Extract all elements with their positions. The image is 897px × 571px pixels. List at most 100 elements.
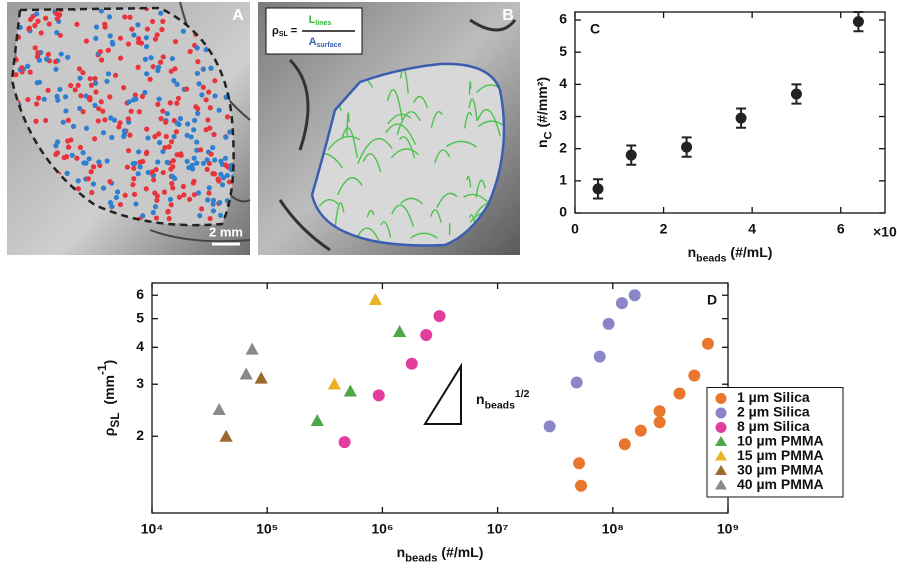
dot <box>77 105 83 112</box>
dot <box>208 151 214 157</box>
dot <box>164 111 170 117</box>
dot <box>186 196 193 202</box>
dot <box>198 206 205 212</box>
dot <box>131 176 137 182</box>
dot <box>43 56 50 62</box>
data-point <box>338 436 351 449</box>
dot <box>86 156 92 162</box>
crack-line <box>390 148 420 159</box>
dot <box>144 71 150 77</box>
dot <box>35 50 41 56</box>
dot <box>88 169 94 175</box>
dot <box>33 118 39 124</box>
dot <box>211 131 217 138</box>
dot <box>34 101 40 107</box>
dot <box>169 180 175 187</box>
label-part: beads <box>485 399 516 411</box>
dot <box>46 21 52 27</box>
dot <box>168 202 174 208</box>
data-point <box>615 297 628 310</box>
crack-line <box>409 232 438 239</box>
dot <box>57 32 63 38</box>
dot <box>193 104 199 110</box>
dot <box>163 133 169 140</box>
dot <box>98 99 104 105</box>
dot <box>100 108 106 114</box>
formula-lhs: ρSL = <box>272 25 297 38</box>
dot <box>97 48 103 55</box>
crack-line <box>413 95 429 109</box>
data-point <box>543 420 556 433</box>
crack-line <box>334 202 345 228</box>
crack-line <box>391 204 415 227</box>
dot <box>194 45 200 51</box>
scale-bar-label: 2 mm <box>209 224 243 239</box>
dot <box>204 157 210 163</box>
dot <box>203 97 209 103</box>
formula-symbol: L <box>309 14 316 26</box>
dot <box>192 117 198 124</box>
label-part: (mm <box>101 375 117 412</box>
data-point <box>618 438 631 451</box>
crack-line <box>362 153 382 173</box>
dot <box>210 208 217 214</box>
label-part: n <box>476 391 485 407</box>
y-tick-label: 5 <box>559 43 567 59</box>
y-tick-label: 4 <box>559 75 567 91</box>
dot <box>26 25 32 31</box>
dot <box>132 92 138 98</box>
dot <box>75 82 81 88</box>
dot <box>139 93 146 99</box>
dot <box>148 55 154 61</box>
dot <box>130 182 136 188</box>
dot <box>92 102 98 108</box>
dot <box>188 134 194 140</box>
legend-label: 8 µm Silica <box>737 418 810 434</box>
crack-line <box>477 108 501 137</box>
dot <box>115 189 121 195</box>
dot <box>200 160 207 166</box>
dot <box>199 92 205 98</box>
dot <box>215 176 221 182</box>
dot <box>210 197 217 203</box>
dot <box>184 158 190 165</box>
dot <box>100 185 107 191</box>
data-point <box>790 88 802 100</box>
crack-line <box>318 199 339 207</box>
data-point <box>310 413 324 426</box>
dot <box>166 215 172 222</box>
dot <box>208 65 214 71</box>
dot <box>130 97 137 103</box>
dot <box>170 158 176 164</box>
data-point <box>212 403 226 416</box>
dot <box>122 192 128 198</box>
dot <box>80 109 86 115</box>
dot <box>54 16 60 22</box>
y-tick-label: 2 <box>136 427 144 443</box>
dot <box>140 213 146 219</box>
dot <box>129 26 135 32</box>
y-tick-label: 6 <box>136 286 144 302</box>
dot <box>173 129 179 135</box>
crack <box>278 18 517 252</box>
dot <box>169 173 176 179</box>
crack-line <box>346 112 350 136</box>
crack-line <box>366 209 375 218</box>
dot <box>58 51 64 57</box>
dot <box>171 77 177 84</box>
dot <box>107 179 113 185</box>
dot <box>121 133 127 140</box>
panel-a: A 2 mm <box>7 1 251 255</box>
dot <box>72 87 78 93</box>
dot <box>69 152 75 158</box>
data-point <box>688 369 701 382</box>
dot <box>145 169 151 176</box>
dot <box>81 160 87 166</box>
dot <box>169 55 176 62</box>
label-part: (#/mm²) <box>534 77 550 131</box>
dot <box>191 192 197 198</box>
dot <box>77 144 83 150</box>
axis-label: nC (#/mm²) <box>534 77 555 148</box>
dot <box>166 144 172 150</box>
dot <box>43 117 49 124</box>
